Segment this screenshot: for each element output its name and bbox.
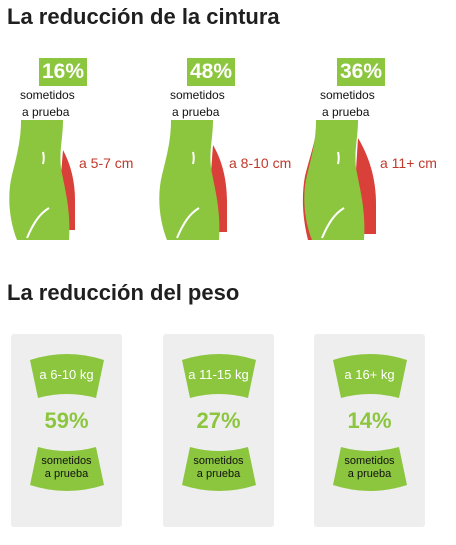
waist-item-3: 36% sometidos a prueba a 11+ cm — [302, 58, 447, 248]
torso-illustration — [9, 120, 75, 240]
weight-tested-badge: sometidos a prueba — [329, 447, 411, 491]
waist-percent-badge: 36% — [337, 58, 386, 86]
waist-percent-badge: 16% — [39, 58, 88, 86]
weight-tested-badge: sometidos a prueba — [26, 447, 108, 491]
weight-percent: 27% — [196, 408, 241, 433]
weight-range-badge: a 16+ kg — [329, 354, 411, 398]
weight-card-1: a 6-10 kg 59% sometidos a prueba — [11, 334, 122, 527]
waist-tested-label: sometidos a prueba — [20, 88, 75, 119]
waist-percent-badge: 48% — [187, 58, 236, 86]
weight-section-title: La reducción del peso — [7, 280, 240, 305]
weight-range-badge: a 11-15 kg — [178, 354, 260, 398]
waist-range-label: a 5-7 cm — [79, 155, 134, 171]
waist-tested-label: sometidos a prueba — [170, 88, 225, 119]
waist-item-1: 16% sometidos a prueba a 5-7 cm — [7, 58, 152, 248]
waist-tested-label: sometidos a prueba — [320, 88, 375, 119]
waist-range-label: a 11+ cm — [380, 155, 437, 171]
waist-section-title: La reducción de la cintura — [7, 4, 280, 29]
waist-item-2: 48% sometidos a prueba a 8-10 cm — [157, 58, 302, 248]
weight-range-badge: a 6-10 kg — [26, 354, 108, 398]
weight-card-2: a 11-15 kg 27% sometidos a prueba — [163, 334, 274, 527]
weight-tested-badge: sometidos a prueba — [178, 447, 260, 491]
torso-illustration — [302, 120, 376, 240]
weight-percent: 14% — [347, 408, 392, 433]
torso-illustration — [159, 120, 227, 240]
weight-card-3: a 16+ kg 14% sometidos a prueba — [314, 334, 425, 527]
waist-range-label: a 8-10 cm — [229, 155, 292, 171]
weight-percent: 59% — [44, 408, 89, 433]
